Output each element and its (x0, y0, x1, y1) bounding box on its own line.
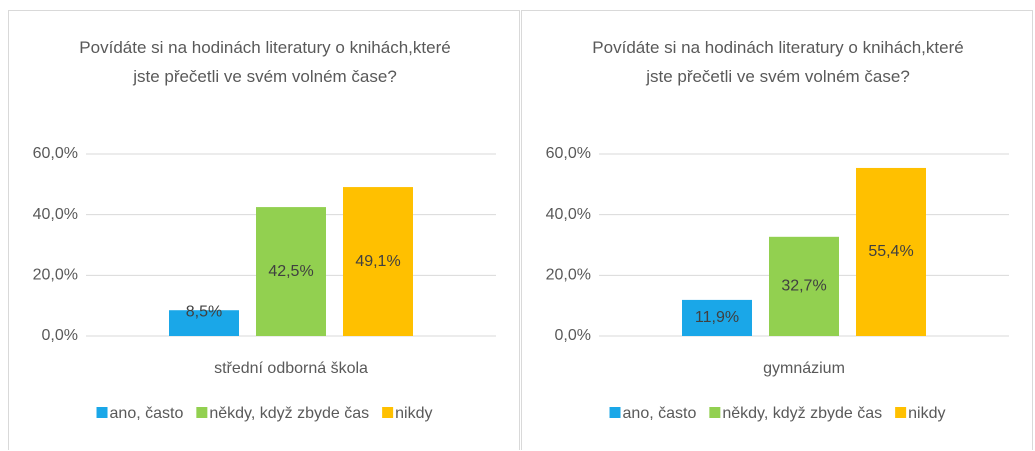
bar (343, 187, 413, 336)
data-label: 42,5% (268, 263, 313, 280)
legend-label: někdy, když zbyde čas (722, 405, 882, 422)
legend-label: nikdy (908, 405, 945, 422)
legend-swatch (609, 407, 621, 418)
y-tick-label: 40,0% (33, 206, 78, 223)
legend-swatch (709, 407, 721, 418)
y-tick-label: 0,0% (555, 327, 591, 344)
y-tick-label: 60,0% (33, 145, 78, 162)
chart-title: Povídáte si na hodinách literatury o kni… (592, 38, 964, 86)
bar (856, 167, 926, 336)
legend-swatch (895, 407, 907, 418)
chart-title: Povídáte si na hodinách literatury o kni… (79, 38, 451, 86)
data-label: 55,4% (868, 243, 913, 260)
y-tick-label: 60,0% (546, 145, 591, 162)
legend-swatch (382, 407, 394, 418)
chart: 0,0% 20,0% 40,0% 60,0% střední odborná škola… (33, 145, 496, 422)
x-tick-label: střední odborná škola (214, 360, 368, 377)
legend-label: ano, často (623, 405, 697, 422)
bar (256, 207, 326, 336)
bar (682, 299, 752, 336)
legend-label: nikdy (395, 405, 432, 422)
data-label: 32,7% (781, 278, 826, 295)
bar (769, 236, 839, 336)
y-tick-label: 0,0% (42, 327, 78, 344)
data-label: 11,9% (695, 309, 739, 326)
legend-swatch (196, 407, 208, 418)
chart: 0,0% 20,0% 40,0% 60,0% gymnázium 11,9% 32,7% 55… (546, 145, 1009, 422)
legend-label: někdy, když zbyde čas (209, 405, 369, 422)
x-tick-label: gymnázium (763, 360, 845, 377)
bar (169, 310, 239, 336)
y-tick-label: 20,0% (546, 267, 591, 284)
chart-panel: Povídáte si na hodinách literatury o kni… (521, 10, 1033, 450)
legend-label: ano, často (110, 405, 184, 422)
y-tick-label: 40,0% (546, 206, 591, 223)
y-tick-label: 20,0% (33, 267, 78, 284)
legend-swatch (96, 407, 108, 418)
data-label: 49,1% (355, 253, 400, 270)
data-label: 8,5% (186, 303, 222, 320)
chart-panel: Povídáte si na hodinách literatury o kni… (8, 10, 520, 450)
